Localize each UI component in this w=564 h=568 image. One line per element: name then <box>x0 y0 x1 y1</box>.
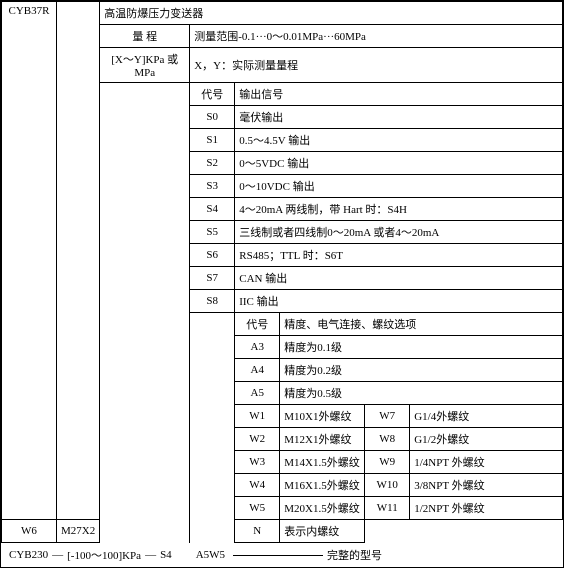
output-desc-header: 输出信号 <box>235 83 563 106</box>
footer-line <box>233 555 323 556</box>
footer-tail: 完整的型号 <box>327 547 382 563</box>
out-code: S1 <box>190 129 235 152</box>
format-desc: X，Y：实际测量量程 <box>190 48 563 83</box>
acc-code: A4 <box>235 359 280 382</box>
thread-code2: W7 <box>365 405 410 428</box>
thread-desc2: 1/2NPT 外螺纹 <box>410 497 563 520</box>
product-title: 高温防爆压力变送器 <box>100 2 563 25</box>
footer-dash: — <box>52 549 63 561</box>
footer-dash: — <box>145 549 156 561</box>
out-desc: 0～10VDC 输出 <box>235 175 563 198</box>
out-desc: CAN 输出 <box>235 267 563 290</box>
output-code-header: 代号 <box>190 83 235 106</box>
thread-code: W4 <box>235 474 280 497</box>
thread-code: W6 <box>2 520 57 543</box>
thread-code: W1 <box>235 405 280 428</box>
range-label: 量 程 <box>100 25 190 48</box>
acc-desc-header: 精度、电气连接、螺纹选项 <box>280 313 563 336</box>
thread-code: W3 <box>235 451 280 474</box>
footer-p3: S4 <box>160 549 172 561</box>
out-code: S2 <box>190 152 235 175</box>
thread-code2: W8 <box>365 428 410 451</box>
out-desc: IIC 输出 <box>235 290 563 313</box>
out-code: S7 <box>190 267 235 290</box>
thread-desc2: G1/2外螺纹 <box>410 428 563 451</box>
thread-desc: M20X1.5外螺纹 <box>280 497 365 520</box>
out-desc: 三线制或者四线制0～20mA 或者4～20mA <box>235 221 563 244</box>
thread-desc2: 3/8NPT 外螺纹 <box>410 474 563 497</box>
out-code: S6 <box>190 244 235 267</box>
acc-desc: 精度为0.1级 <box>280 336 563 359</box>
thread-desc: M16X1.5外螺纹 <box>280 474 365 497</box>
out-desc: 毫伏输出 <box>235 106 563 129</box>
footer-p2: [-100～100]KPa <box>67 547 141 563</box>
thread-desc2: G1/4外螺纹 <box>410 405 563 428</box>
acc-desc: 精度为0.2级 <box>280 359 563 382</box>
thread-desc2: 1/4NPT 外螺纹 <box>410 451 563 474</box>
thread-code2: W11 <box>365 497 410 520</box>
spec-table: CYB37R 高温防爆压力变送器 量 程 测量范围-0.1···0～0.01MP… <box>0 0 564 568</box>
out-code: S0 <box>190 106 235 129</box>
thread-desc: M12X1外螺纹 <box>280 428 365 451</box>
thread-desc: M10X1外螺纹 <box>280 405 365 428</box>
thread-code: W2 <box>235 428 280 451</box>
footer-example: CYB230 — [-100～100]KPa — S4 A5W5 完整的型号 <box>1 543 563 567</box>
out-desc: 0.5～4.5V 输出 <box>235 129 563 152</box>
out-code: S3 <box>190 175 235 198</box>
gap-1 <box>57 2 100 520</box>
gap-3 <box>190 313 235 543</box>
thread-desc: M27X2 <box>57 520 100 543</box>
footer-p4: A5W5 <box>196 549 225 561</box>
out-code: S4 <box>190 198 235 221</box>
gap-2 <box>100 83 190 543</box>
acc-code-header: 代号 <box>235 313 280 336</box>
acc-code: A3 <box>235 336 280 359</box>
thread-code: W5 <box>235 497 280 520</box>
out-desc: 0～5VDC 输出 <box>235 152 563 175</box>
thread-code2: W10 <box>365 474 410 497</box>
out-desc: RS485；TTL 时：S6T <box>235 244 563 267</box>
footer-p1: CYB230 <box>9 549 48 561</box>
range-desc: 测量范围-0.1···0～0.01MPa···60MPa <box>190 25 563 48</box>
thread-code2: W9 <box>365 451 410 474</box>
out-code: S8 <box>190 290 235 313</box>
thread-code2: N <box>235 520 280 543</box>
out-desc: 4～20mA 两线制，带 Hart 时：S4H <box>235 198 563 221</box>
thread-desc2: 表示内螺纹 <box>280 520 365 543</box>
acc-code: A5 <box>235 382 280 405</box>
format-label: [X～Y]KPa 或 MPa <box>100 48 190 83</box>
out-code: S5 <box>190 221 235 244</box>
model-code: CYB37R <box>2 2 57 520</box>
acc-desc: 精度为0.5级 <box>280 382 563 405</box>
thread-desc: M14X1.5外螺纹 <box>280 451 365 474</box>
